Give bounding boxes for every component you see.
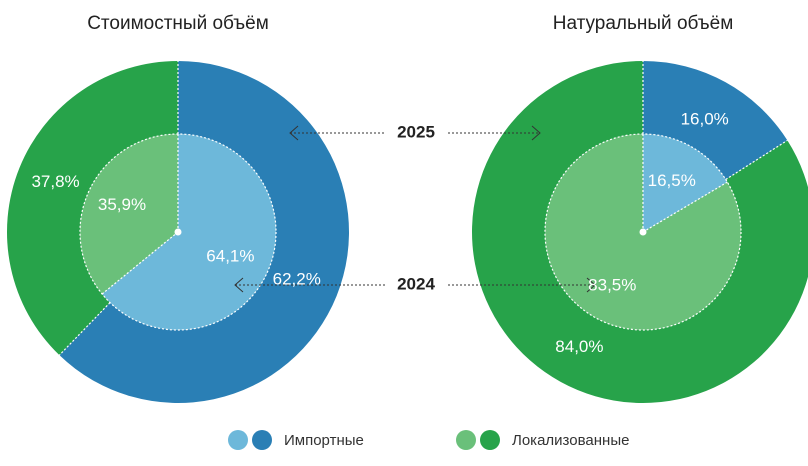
value-label: 16,0%: [681, 109, 729, 128]
value-label: 35,9%: [98, 195, 146, 214]
ring-label: 2025: [397, 122, 435, 141]
legend: Импортные Локализованные: [228, 430, 629, 450]
arrow-head: [234, 277, 244, 293]
ring-label: 2024: [397, 274, 435, 293]
arrow-head: [586, 277, 596, 293]
center-dot: [174, 228, 182, 236]
slice: [59, 61, 349, 403]
legend-label: Локализованные: [512, 432, 629, 449]
legend-swatch: [252, 430, 272, 450]
value-label: 62,2%: [273, 269, 321, 288]
ring-border: [544, 133, 742, 331]
slice: [643, 61, 788, 180]
slice: [472, 61, 808, 403]
separator: [58, 302, 111, 356]
value-label: 83,5%: [588, 275, 636, 294]
separator: [101, 231, 179, 295]
value-label: 64,1%: [206, 246, 254, 265]
slice: [643, 134, 728, 232]
center-dot: [639, 228, 647, 236]
legend-label: Импортные: [284, 432, 364, 449]
slice: [6, 61, 178, 356]
chart-title: Натуральный объём: [553, 13, 734, 34]
chart-title: Стоимостный объём: [87, 13, 269, 34]
ring-border: [79, 133, 277, 331]
separator: [642, 181, 728, 233]
separator: [725, 139, 788, 180]
legend-swatch: [228, 430, 248, 450]
annotations: 2025 2024: [234, 122, 596, 293]
legend-swatch: [480, 430, 500, 450]
pies: [6, 61, 808, 403]
slice: [102, 134, 277, 330]
value-label: 37,8%: [31, 172, 79, 191]
value-label: 84,0%: [555, 337, 603, 356]
arrow-head: [289, 125, 299, 141]
value-label: 16,5%: [648, 171, 696, 190]
slice: [80, 134, 178, 294]
legend-swatch: [456, 430, 476, 450]
arrow-head: [531, 125, 541, 141]
